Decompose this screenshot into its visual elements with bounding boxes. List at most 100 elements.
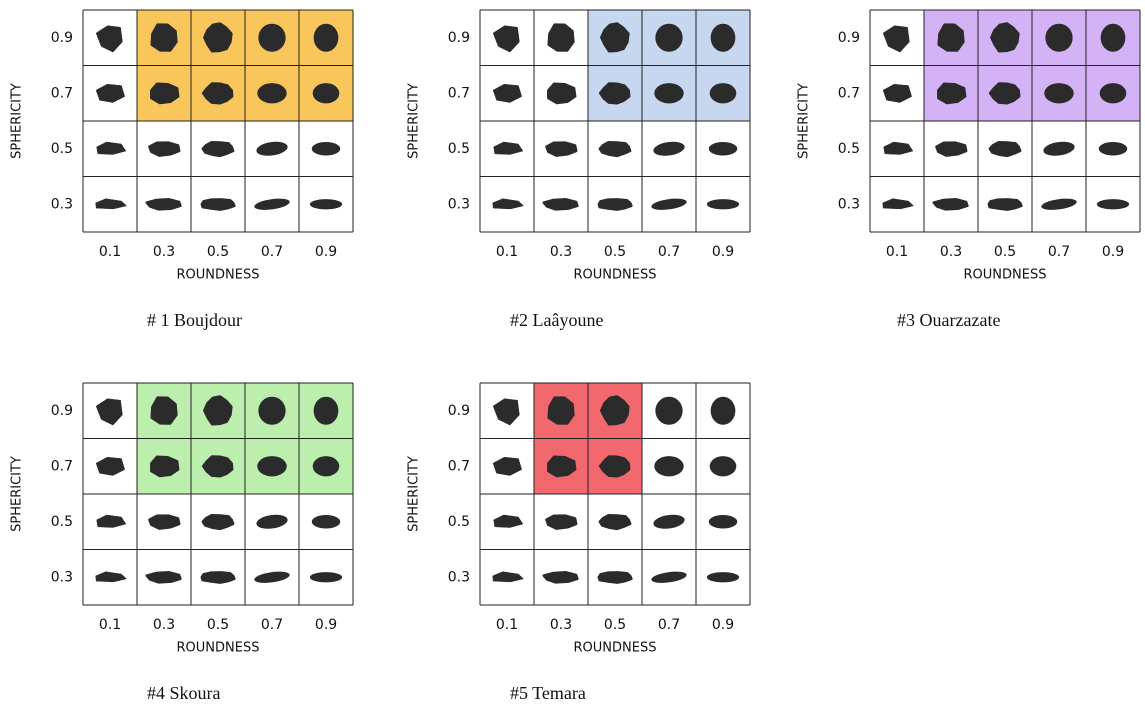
y-tick-label: 0.5 <box>448 514 470 530</box>
grain <box>493 141 524 155</box>
grain <box>988 82 1021 105</box>
panel-caption: #5 Temara <box>510 683 586 703</box>
grain <box>547 396 575 425</box>
x-tick-label: 0.9 <box>315 244 337 260</box>
grain <box>1044 83 1074 104</box>
grain <box>547 455 577 478</box>
x-tick-label: 0.7 <box>261 617 283 633</box>
grain <box>258 396 286 425</box>
grain <box>1041 198 1077 210</box>
grain <box>706 199 740 210</box>
grain <box>203 22 233 53</box>
grain <box>932 198 969 211</box>
y-tick-label: 0.3 <box>51 196 73 212</box>
x-tick-label: 0.1 <box>99 244 121 260</box>
panel: 0.1 0.3 0.5 0.7 0.90.90.70.50.3ROUNDNESSSPHE… <box>407 9 751 330</box>
y-tick-label: 0.9 <box>448 403 470 419</box>
x-axis-label: ROUNDNESS <box>574 641 657 656</box>
grain <box>598 82 631 105</box>
grain <box>256 514 288 529</box>
grain <box>313 396 339 425</box>
y-tick-label: 0.5 <box>448 141 470 157</box>
grain <box>708 142 738 156</box>
grain <box>542 571 579 584</box>
grain <box>492 198 524 210</box>
x-tick-label: 0.9 <box>1102 244 1124 260</box>
grain <box>710 23 736 52</box>
x-tick-label: 0.9 <box>712 617 734 633</box>
grain <box>492 571 524 583</box>
y-tick-label: 0.7 <box>448 458 470 474</box>
grain <box>309 199 343 210</box>
x-axis-label: ROUNDNESS <box>574 268 657 283</box>
grain <box>254 198 290 210</box>
grain <box>1043 141 1075 156</box>
y-tick-label: 0.7 <box>448 85 470 101</box>
grain <box>708 515 738 529</box>
grain <box>987 198 1023 211</box>
y-tick-label: 0.7 <box>51 458 73 474</box>
grain <box>883 141 914 155</box>
x-tick-label: 0.3 <box>153 617 175 633</box>
x-tick-label: 0.7 <box>658 244 680 260</box>
grain <box>493 514 524 528</box>
grain <box>545 514 578 530</box>
x-tick-label: 0.5 <box>604 617 626 633</box>
x-tick-label: 0.5 <box>207 617 229 633</box>
panel: 0.1 0.3 0.5 0.7 0.90.90.70.50.3ROUNDNESSSPHE… <box>407 382 751 703</box>
grain <box>145 571 182 584</box>
grain <box>597 198 633 211</box>
grain <box>201 82 234 105</box>
grain <box>654 456 684 477</box>
grain <box>96 141 127 155</box>
grain <box>1096 199 1130 210</box>
grain <box>257 456 287 477</box>
grain <box>547 82 577 105</box>
grain <box>150 455 180 478</box>
grain <box>937 23 965 52</box>
y-axis-label: SPHERICITY <box>407 83 422 159</box>
y-tick-label: 0.9 <box>448 30 470 46</box>
grain <box>95 25 123 53</box>
x-tick-label: 0.7 <box>658 617 680 633</box>
grain <box>935 141 968 157</box>
x-tick-label: 0.3 <box>153 244 175 260</box>
grain <box>651 198 687 210</box>
y-tick-label: 0.3 <box>448 569 470 585</box>
grain <box>201 455 234 478</box>
grain <box>95 398 123 426</box>
grain <box>311 515 341 529</box>
grain <box>256 141 288 156</box>
x-tick-label: 0.1 <box>886 244 908 260</box>
grain <box>709 456 737 477</box>
y-tick-label: 0.9 <box>51 30 73 46</box>
grain <box>653 514 685 529</box>
y-tick-label: 0.9 <box>838 30 860 46</box>
panel: 0.1 0.3 0.5 0.7 0.90.90.70.50.3ROUNDNESSSPHE… <box>797 9 1141 330</box>
grain <box>598 513 632 531</box>
y-tick-label: 0.9 <box>51 403 73 419</box>
y-tick-label: 0.3 <box>448 196 470 212</box>
x-axis-label: ROUNDNESS <box>177 641 260 656</box>
grain <box>492 456 522 476</box>
grain <box>150 23 178 52</box>
grain <box>600 395 630 426</box>
grain <box>990 22 1020 53</box>
grain <box>882 198 914 210</box>
grain <box>706 572 740 583</box>
grain <box>313 23 339 52</box>
grain <box>148 514 181 530</box>
x-tick-label: 0.3 <box>550 244 572 260</box>
x-tick-label: 0.1 <box>99 617 121 633</box>
panel-caption: #2 Laâyoune <box>510 310 603 330</box>
grain <box>145 198 182 211</box>
grain <box>257 83 287 104</box>
grain <box>492 83 522 103</box>
grain <box>95 83 125 103</box>
grain <box>95 456 125 476</box>
grain <box>651 571 687 583</box>
x-tick-label: 0.5 <box>994 244 1016 260</box>
x-tick-label: 0.7 <box>1048 244 1070 260</box>
grain <box>312 456 340 477</box>
